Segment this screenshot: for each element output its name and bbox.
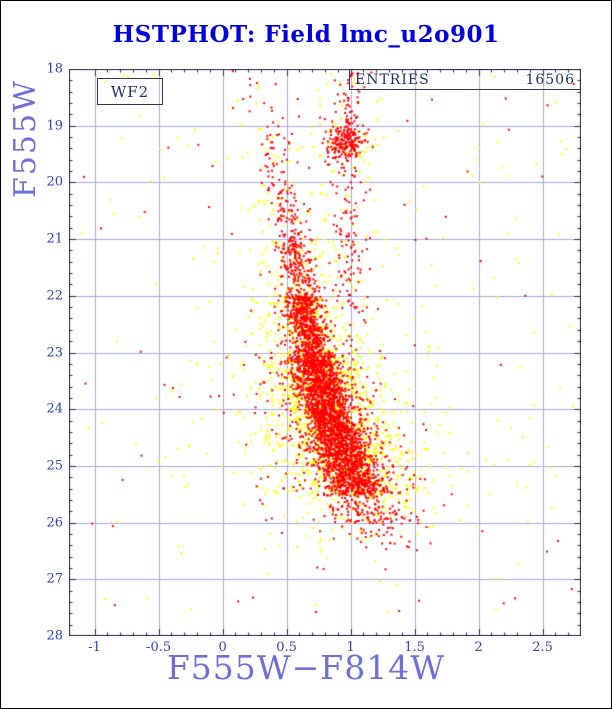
y-tick-label: 20 bbox=[46, 174, 63, 190]
scatter-canvas bbox=[69, 69, 581, 636]
y-tick-label: 28 bbox=[46, 628, 63, 644]
y-tick-label: 19 bbox=[46, 118, 63, 134]
x-tick-label: 2.5 bbox=[532, 640, 553, 655]
y-tick-label: 23 bbox=[46, 345, 63, 360]
x-tick-label: 1 bbox=[346, 640, 355, 655]
entries-value: 16506 bbox=[525, 71, 575, 88]
entries-label: ENTRIES bbox=[355, 71, 430, 88]
y-tick-label: 24 bbox=[46, 401, 63, 417]
detector-label-box: WF2 bbox=[97, 78, 163, 105]
detector-label: WF2 bbox=[110, 82, 150, 101]
y-tick-label: 26 bbox=[46, 515, 63, 531]
y-tick-label: 21 bbox=[46, 231, 63, 247]
y-tick-label: 27 bbox=[46, 571, 63, 587]
x-tick-label: 2 bbox=[474, 640, 483, 655]
x-tick-label: 0 bbox=[218, 640, 227, 655]
x-tick-label: -0.5 bbox=[146, 640, 172, 655]
x-axis-label: F555W−F814W bbox=[166, 648, 446, 687]
x-tick-label: -1 bbox=[88, 640, 101, 655]
x-tick-label: 1.5 bbox=[404, 640, 425, 655]
y-tick-label: 22 bbox=[46, 288, 63, 304]
entries-box: ENTRIES 16506 bbox=[349, 69, 581, 90]
plot-title: HSTPHOT: Field lmc_u2o901 bbox=[112, 21, 500, 48]
y-tick-label: 25 bbox=[46, 458, 63, 474]
y-tick-label: 18 bbox=[46, 61, 63, 77]
x-tick-label: 0.5 bbox=[276, 640, 297, 655]
